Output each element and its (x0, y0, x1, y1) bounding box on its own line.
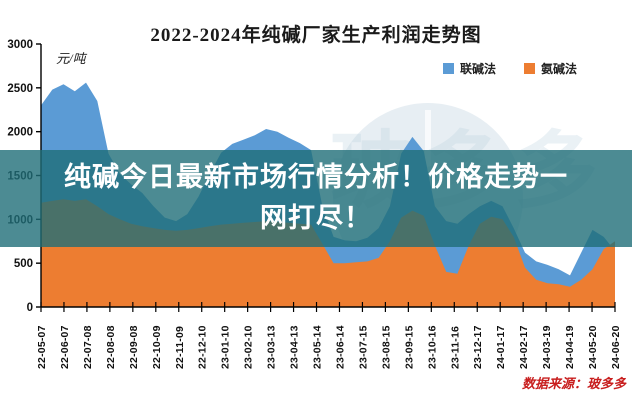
x-tick-label: 22-07-08 (82, 325, 94, 369)
y-tick-label: 0 (27, 302, 33, 314)
x-tick-label: 23-02-10 (243, 325, 255, 369)
x-tick-label: 22-12-10 (197, 325, 209, 369)
x-tick-label: 23-04-13 (289, 325, 301, 369)
x-tick-label: 22-06-07 (59, 325, 71, 369)
x-tick-label: 23-07-15 (357, 325, 369, 369)
x-tick-label: 23-12-17 (472, 325, 484, 369)
x-tick-label: 22-10-09 (151, 325, 163, 369)
x-tick-label: 23-11-16 (449, 326, 461, 369)
legend-entry-1: 联碱法 (443, 60, 496, 77)
x-tick-label: 23-10-16 (426, 325, 438, 369)
y-axis-unit-label: 元/吨 (56, 51, 86, 66)
x-tick-label: 23-06-14 (335, 325, 347, 369)
area-series-anjian (41, 199, 615, 307)
x-tick-label: 24-03-19 (541, 325, 553, 369)
legend-label: 联碱法 (460, 62, 497, 76)
y-tick-label: 3000 (7, 39, 33, 51)
x-tick-label: 24-04-19 (564, 325, 576, 369)
x-tick-label: 22-08-08 (105, 325, 117, 369)
x-tick-label: 23-05-14 (312, 325, 324, 369)
legend-swatch-icon (524, 63, 536, 74)
x-tick-label: 24-01-17 (495, 325, 507, 369)
x-tick-label: 22-09-08 (128, 325, 140, 369)
x-tick-label: 23-08-15 (380, 325, 392, 369)
chart-legend: 联碱法 氨碱法 (443, 60, 577, 77)
legend-entry-2: 氨碱法 (524, 60, 577, 77)
data-source-note: 数据来源：玻多多 (521, 376, 626, 391)
x-tick-label: 24-02-17 (518, 325, 530, 369)
legend-label: 氨碱法 (541, 62, 578, 76)
headline-line-2: 网打尽！ (260, 203, 372, 233)
x-tick-label: 23-01-10 (220, 325, 232, 369)
x-tick-label: 22-11-09 (174, 326, 186, 369)
x-tick-label: 24-06-20 (610, 325, 622, 369)
headline-overlay-banner: 纯碱今日最新市场行情分析！价格走势一 网打尽！ (0, 150, 632, 247)
chart-title: 2022-2024年纯碱厂家生产利润走势图 (150, 25, 482, 46)
x-tick-label: 23-03-13 (266, 325, 278, 369)
y-tick-label: 2000 (7, 127, 33, 139)
y-tick-label: 2500 (7, 83, 33, 95)
legend-swatch-icon (443, 63, 454, 74)
x-tick-label: 23-09-15 (403, 325, 415, 369)
headline-line-1: 纯碱今日最新市场行情分析！价格走势一 (64, 162, 568, 192)
x-tick-label: 22-05-07 (36, 325, 48, 369)
y-tick-label: 500 (14, 258, 33, 270)
x-tick-label: 24-05-20 (587, 325, 599, 369)
